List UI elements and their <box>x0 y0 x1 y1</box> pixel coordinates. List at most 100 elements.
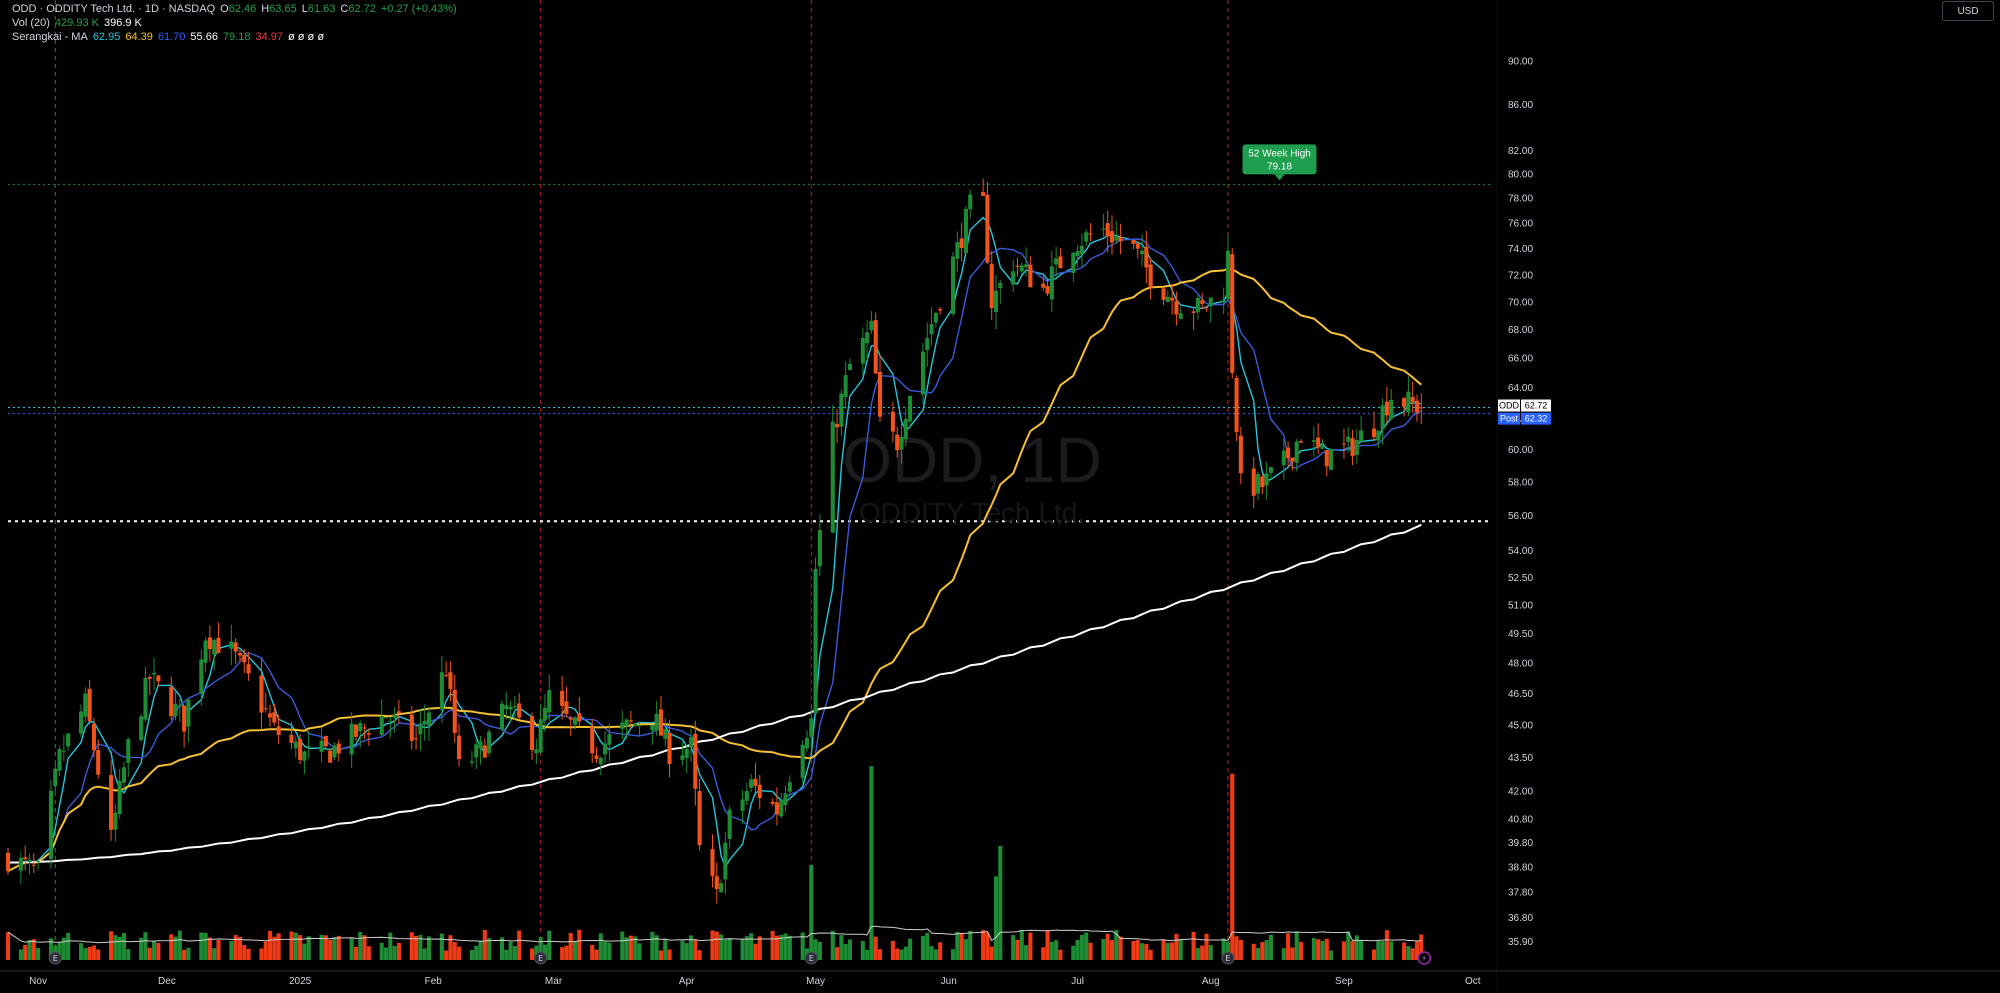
candle <box>1251 456 1256 509</box>
candle-body <box>895 434 900 451</box>
marker-text: E <box>809 954 814 963</box>
candle-body <box>203 640 208 663</box>
price-tick-label: 43.50 <box>1508 753 1533 764</box>
marker-text: E <box>53 954 58 963</box>
volume-bar <box>259 948 264 960</box>
price-tag-odd[interactable]: ODD 62.72 <box>1498 399 1551 412</box>
currency-button[interactable]: USD <box>1942 1 1994 21</box>
volume-bar <box>1320 940 1325 960</box>
candle <box>1075 244 1080 268</box>
symbol-title[interactable]: ODD · ODDITY Tech Ltd. · 1D · NASDAQ <box>12 3 216 15</box>
volume-bar <box>1140 943 1145 960</box>
time-axis: Nov Dec 2025 Feb Mar Apr May Jun Jul Aug Sep Oct <box>0 970 2000 987</box>
volume-bar <box>998 846 1003 960</box>
candle-body <box>383 717 389 719</box>
volume-bar <box>263 941 268 960</box>
volume-bar <box>147 947 152 960</box>
volume-bar <box>452 942 457 960</box>
legend-volume-row[interactable]: Vol (20) 429.93 K 396.9 K <box>12 16 457 30</box>
candle-body <box>272 712 277 723</box>
candle-body <box>499 703 505 730</box>
candle-body <box>890 411 895 432</box>
high-52w-badge[interactable]: 52 Week High 79.18 <box>1242 144 1317 181</box>
candle <box>1380 398 1385 445</box>
candle <box>770 798 775 806</box>
candle-body <box>229 641 234 649</box>
volume-bar <box>1316 939 1321 960</box>
volume-bar <box>925 933 930 960</box>
volume-bar <box>113 935 118 960</box>
candle <box>1402 396 1407 417</box>
candle-body <box>388 720 393 722</box>
candle <box>263 692 268 713</box>
earnings-marker-icon[interactable]: E <box>534 951 548 965</box>
candle-body <box>48 790 53 859</box>
candle-body <box>1011 271 1016 285</box>
volume-bar <box>628 935 633 960</box>
candle-body <box>237 652 243 656</box>
time-tick-label: Mar <box>545 976 563 987</box>
candle <box>1135 242 1140 259</box>
volume-bar <box>753 943 758 960</box>
volume-bar <box>216 940 221 960</box>
lightning-icon[interactable]: ⚡ <box>1417 951 1432 965</box>
price-tick-label: 49.50 <box>1508 629 1533 640</box>
volume-bar <box>787 935 792 960</box>
time-tick-label: Jul <box>1071 976 1084 987</box>
candle-body <box>508 706 513 710</box>
candle <box>572 715 578 730</box>
candle-body <box>534 749 539 754</box>
price-tick-label: 35.90 <box>1508 937 1533 948</box>
candle <box>83 687 88 723</box>
candle <box>538 703 543 754</box>
candle <box>1346 427 1351 453</box>
candle <box>36 859 41 871</box>
candle <box>744 782 749 806</box>
candle-body <box>1225 250 1231 299</box>
candle-body <box>925 338 930 351</box>
marker-circle <box>48 951 62 965</box>
candle <box>1225 234 1231 300</box>
candle-body <box>753 778 758 786</box>
candle-body <box>323 736 328 747</box>
volume-bar <box>1084 932 1089 960</box>
candle <box>568 715 573 737</box>
candle-body <box>96 749 101 775</box>
price-tag-value: 62.72 <box>1525 401 1548 411</box>
volume-bar <box>426 936 432 960</box>
price-tick-label: 46.50 <box>1508 689 1533 700</box>
candle <box>1311 426 1316 457</box>
candle-body <box>710 848 715 876</box>
volume-label[interactable]: Vol (20) <box>12 17 50 29</box>
price-tag-post[interactable]: Post 62.32 <box>1498 412 1551 425</box>
candle <box>272 704 277 726</box>
candle-body <box>1341 443 1346 445</box>
candle <box>1354 429 1359 464</box>
earnings-marker-icon[interactable]: E <box>1221 951 1235 965</box>
volume-bar <box>1419 934 1424 960</box>
volume-bar <box>1281 948 1286 960</box>
candle <box>1144 231 1149 284</box>
candle <box>658 695 663 736</box>
volume-bar <box>349 938 354 960</box>
candle-body <box>959 238 964 249</box>
candle-body <box>1389 399 1394 419</box>
candle-body <box>1402 398 1407 407</box>
candle <box>1114 220 1119 244</box>
candle-body <box>1105 223 1110 237</box>
candle <box>1015 258 1020 277</box>
candle-body <box>680 755 685 760</box>
legend-ma-row[interactable]: Serangkai - MA 62.95 64.39 61.70 55.66 7… <box>12 30 457 44</box>
candle <box>873 312 878 374</box>
volume-bar <box>1371 949 1377 960</box>
volume-bar <box>684 943 689 960</box>
legend-symbol-row[interactable]: ODD · ODDITY Tech Ltd. · 1D · NASDAQ O62… <box>12 2 457 16</box>
earnings-marker-icon[interactable]: E <box>48 951 62 965</box>
candle-body <box>328 750 333 763</box>
volume-bar <box>1410 948 1415 960</box>
earnings-marker-icon[interactable]: E <box>804 951 818 965</box>
candle <box>1324 449 1329 477</box>
ma-label[interactable]: Serangkai - MA <box>12 31 88 43</box>
candle <box>1260 474 1265 495</box>
